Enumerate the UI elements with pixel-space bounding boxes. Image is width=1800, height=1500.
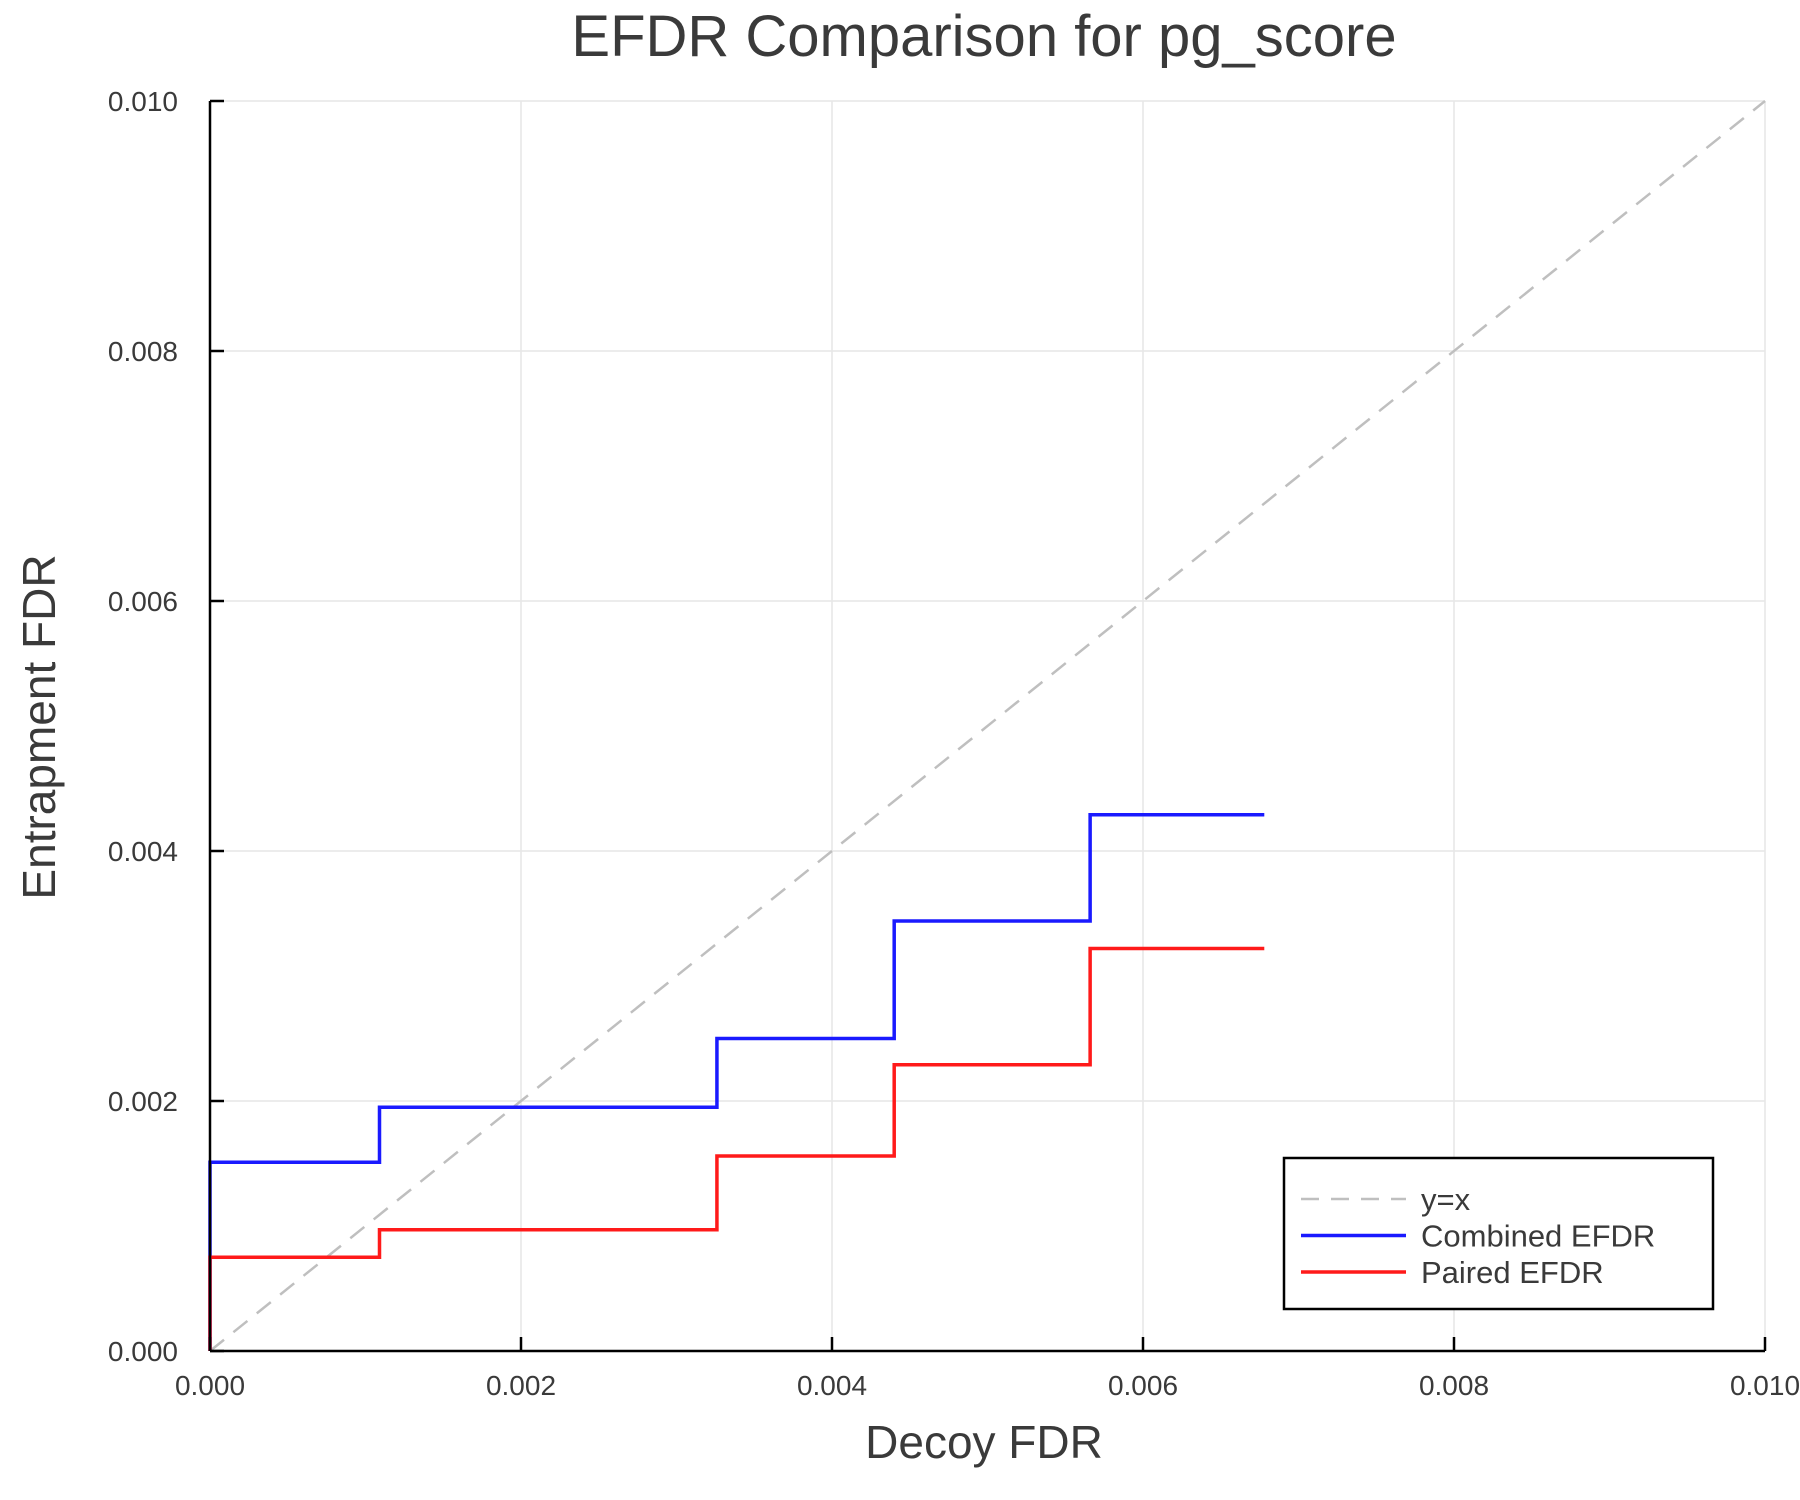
x-tick-label: 0.002 [486,1370,556,1401]
y-tick-label: 0.010 [108,86,178,117]
x-axis-title: Decoy FDR [865,1416,1103,1468]
legend-box [1282,1156,1715,1311]
y-axis-title: Entrapment FDR [13,554,65,899]
paired-efdr-line [208,946,1265,1351]
combined-efdr-line [208,813,1265,1351]
y-tick-label: 0.002 [108,1086,178,1117]
y-tick-label: 0.000 [108,1336,178,1367]
x-tick-label: 0.004 [797,1370,867,1401]
y-x-line [209,100,1766,1352]
axes [208,101,1765,1353]
legend-label-paired-efdr: Paired EFDR [1421,1255,1604,1290]
x-tick-label: 0.006 [1108,1370,1178,1401]
legend-label-combined-efdr: Combined EFDR [1421,1219,1655,1254]
x-tick-label: 0.010 [1730,1370,1800,1401]
y-tick-label: 0.006 [108,586,178,617]
chart-title: EFDR Comparison for pg_score [571,4,1396,69]
series-layer [208,100,1766,1352]
x-tick-label: 0.000 [175,1370,245,1401]
y-tick-label: 0.004 [108,836,178,867]
y-tick-label: 0.008 [108,336,178,367]
grid [209,100,1766,1352]
legend-label-y-x: y=x [1421,1182,1471,1217]
x-tick-label: 0.008 [1419,1370,1489,1401]
ticks: 0.000 0.002 0.004 0.006 0.008 0.010 0.000 0.002… [108,86,1800,1401]
